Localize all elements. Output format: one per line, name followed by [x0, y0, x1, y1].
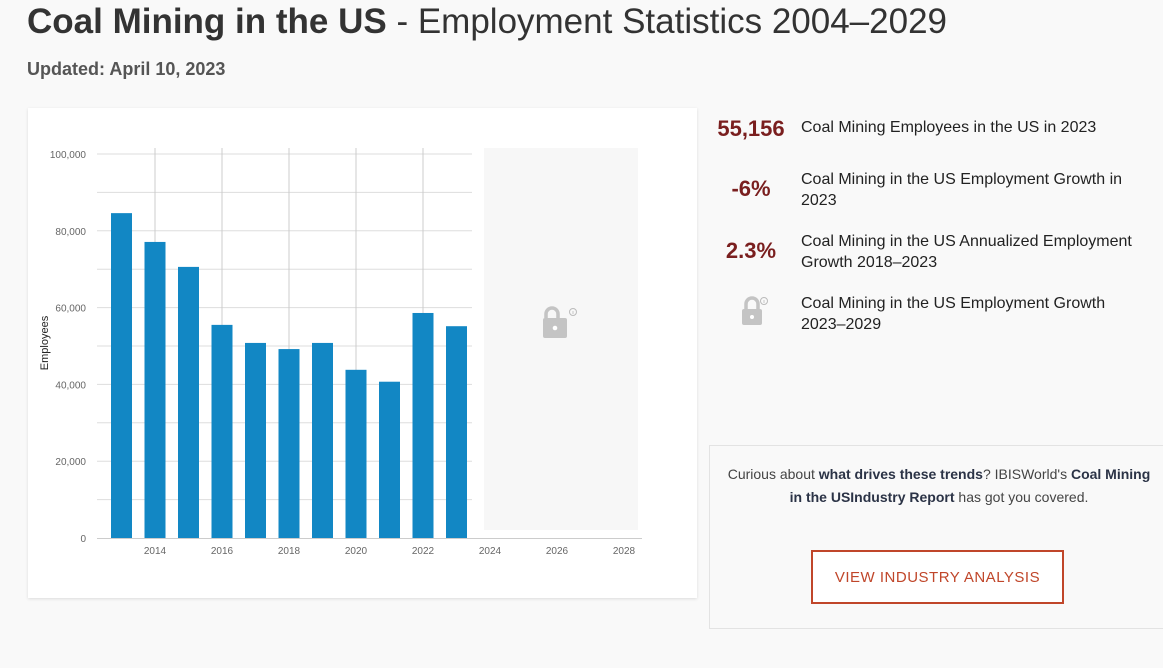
stat-growth-forecast: Coal Mining in the US Employment Growth …	[710, 292, 1150, 338]
x-tick-label: 2016	[211, 546, 234, 557]
x-tick-label: 2028	[613, 546, 636, 557]
bar-2023	[446, 326, 467, 538]
bar-2016	[211, 324, 233, 538]
bar-2018	[278, 349, 300, 538]
updated-date: Updated: April 10, 2023	[27, 59, 226, 79]
x-tick-label: 2026	[546, 546, 569, 557]
bar-2014	[144, 241, 166, 538]
y-axis-label: Employees	[39, 315, 51, 370]
stat-growth-2023: -6% Coal Mining in the US Employment Gro…	[710, 168, 1150, 211]
bar-2019	[312, 342, 333, 538]
y-tick-label: 60,000	[55, 304, 86, 315]
y-tick-label: 20,000	[55, 457, 86, 468]
y-tick-label: 80,000	[55, 227, 86, 238]
x-tick-label: 2014	[144, 546, 167, 557]
locked-forecast-region	[484, 148, 638, 530]
x-tick-label: 2022	[412, 546, 435, 557]
stat-value: 55,156	[717, 116, 785, 141]
lock-icon[interactable]	[710, 292, 792, 338]
bar-2013	[111, 213, 132, 539]
bar-2017	[245, 342, 266, 538]
bar-2022	[412, 312, 434, 538]
bar-2021	[379, 381, 400, 538]
x-tick-label: 2024	[479, 546, 502, 557]
y-tick-label: 0	[80, 534, 86, 545]
cta-text: Curious about what drives these trends? …	[727, 466, 1151, 505]
y-tick-label: 40,000	[55, 380, 86, 391]
bar-2015	[178, 266, 199, 538]
stat-label: Coal Mining in the US Annualized Employm…	[801, 233, 1132, 271]
y-tick-label: 100,000	[50, 150, 87, 161]
stat-employees: 55,156 Coal Mining Employees in the US i…	[710, 116, 1150, 142]
stat-label: Coal Mining Employees in the US in 2023	[801, 119, 1097, 136]
bar-2020	[345, 369, 367, 538]
lock-icon[interactable]	[543, 306, 577, 338]
employment-bar-chart: 0 20,000 40,000 60,000 80,000 100,000 2014 2016…	[39, 148, 642, 557]
stat-label: Coal Mining in the US Employment Growth …	[801, 171, 1123, 209]
page-title: Coal Mining in the US - Employment Stati…	[27, 2, 948, 41]
stat-label: Coal Mining in the US Employment Growth …	[801, 295, 1106, 333]
chart-card: 0 20,000 40,000 60,000 80,000 100,000 2014 2016…	[28, 108, 697, 598]
stat-value: 2.3%	[725, 238, 777, 263]
x-tick-label: 2018	[278, 546, 301, 557]
x-tick-label: 2020	[345, 546, 368, 557]
cta-box: Curious about what drives these trends? …	[709, 445, 1163, 629]
stat-annualized-growth: 2.3% Coal Mining in the US Annualized Em…	[710, 230, 1150, 273]
view-industry-analysis-button[interactable]: VIEW INDUSTRY ANALYSIS	[811, 550, 1064, 604]
stat-value: -6%	[731, 176, 771, 201]
